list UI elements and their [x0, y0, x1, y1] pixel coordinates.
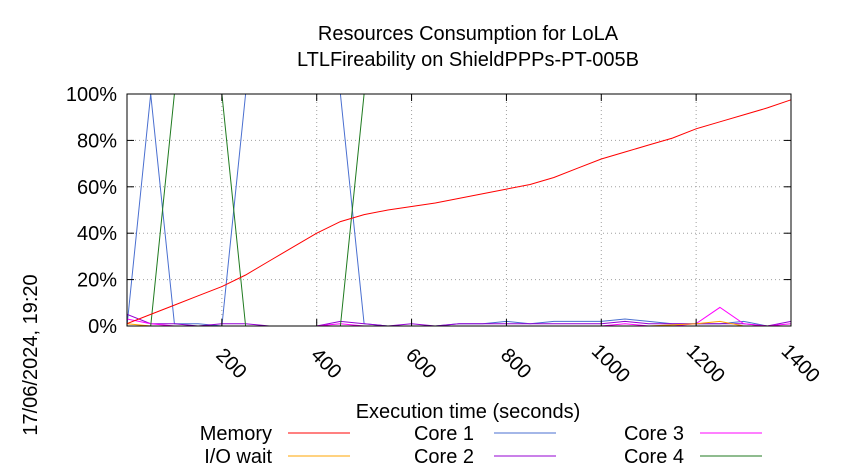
legend-label-i-o-wait: I/O wait	[204, 446, 272, 468]
timestamp-label: 17/06/2024, 19:20	[20, 274, 42, 435]
x-tick-label: 1400	[777, 340, 824, 387]
legend-label-core-2: Core 2	[414, 446, 474, 468]
series-line-core-1	[126, 93, 791, 327]
series-line-memory	[126, 99, 792, 325]
y-tick-label: 60%	[77, 177, 117, 199]
x-axis-label: Execution time (seconds)	[356, 401, 581, 423]
x-tick-label: 1000	[587, 340, 634, 387]
legend-label-core-4: Core 4	[624, 446, 684, 468]
legend-label-core-1: Core 1	[414, 423, 474, 445]
y-tick-label: 80%	[77, 130, 117, 152]
x-tick-label: 800	[496, 344, 535, 383]
legend-label-memory: Memory	[200, 423, 272, 445]
y-tick-label: 20%	[77, 270, 117, 292]
x-tick-label: 1200	[682, 340, 729, 387]
axis-ticks: 0% 20% 40% 60% 80% 100% 200 400 600 800 1000 1200 14…	[66, 84, 824, 387]
x-tick-label: 200	[212, 344, 251, 383]
series-line-core-4	[127, 93, 791, 327]
y-tick-label: 100%	[66, 84, 117, 106]
chart-title: Resources Consumption for LoLA	[318, 23, 619, 45]
legend-label-core-3: Core 3	[624, 423, 684, 445]
y-tick-label: 40%	[77, 223, 117, 245]
y-tick-label: 0%	[88, 316, 117, 338]
chart-subtitle: LTLFireability on ShieldPPPs-PT-005B	[297, 49, 639, 71]
series-layer	[126, 93, 792, 327]
x-tick-label: 600	[401, 344, 440, 383]
series-line-core-2	[126, 313, 792, 327]
x-tick-label: 400	[306, 344, 345, 383]
plot-frame	[126, 93, 792, 327]
grid-lines	[127, 94, 791, 326]
